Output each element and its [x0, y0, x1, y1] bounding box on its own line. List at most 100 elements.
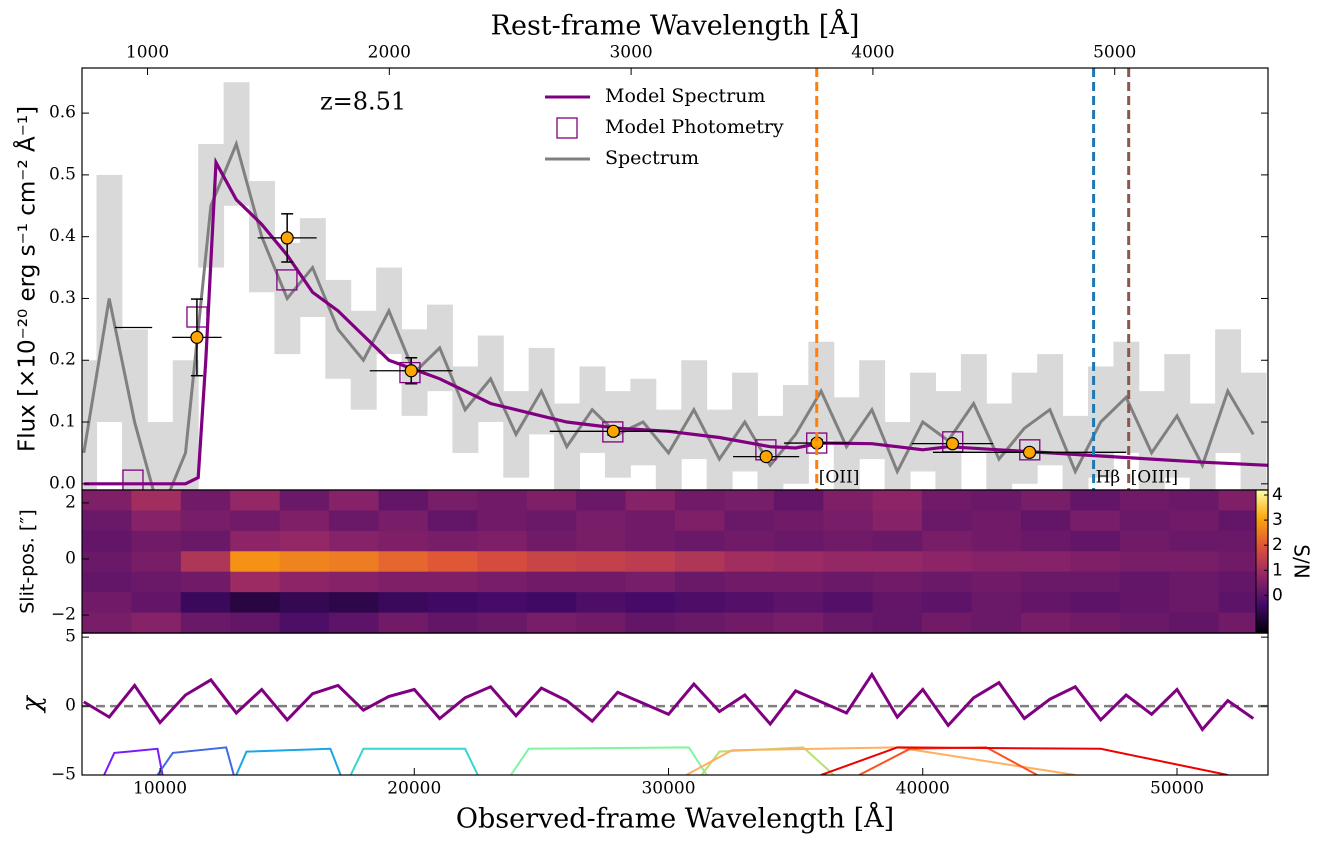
y-tick-label: 5: [65, 627, 76, 647]
heatmap-cell: [378, 592, 429, 614]
heatmap-cell: [773, 592, 824, 614]
heatmap-cell: [82, 571, 133, 593]
heatmap-cell: [279, 592, 330, 614]
heatmap-cell: [477, 551, 528, 573]
heatmap-cell: [1119, 571, 1170, 593]
heatmap-cell: [576, 592, 627, 614]
y-tick-label: 0.3: [49, 288, 76, 308]
photometry-point: [190, 330, 204, 344]
heatmap-cell: [625, 510, 676, 532]
heatmap-cell: [971, 490, 1022, 512]
heatmap-cell: [1070, 490, 1121, 512]
heatmap-cell: [526, 571, 577, 593]
heatmap-cell: [329, 490, 380, 512]
heatmap-cell: [724, 490, 775, 512]
heatmap-cell: [378, 612, 429, 634]
heatmap-cell: [922, 612, 973, 634]
emission-line-label: [OII]: [819, 468, 860, 488]
heatmap-cell: [329, 551, 380, 573]
heatmap-cell: [1119, 510, 1170, 532]
heatmap-cell: [329, 530, 380, 552]
heatmap-cell: [329, 612, 380, 634]
heatmap-cell: [1070, 510, 1121, 532]
heatmap-cell: [724, 530, 775, 552]
photometry-point: [404, 364, 418, 378]
heatmap-cell: [427, 490, 478, 512]
heatmap-cell: [1020, 551, 1071, 573]
photometry-point: [280, 231, 294, 245]
heatmap-cell: [131, 490, 182, 512]
legend-marker: [556, 117, 578, 139]
heatmap-cell: [625, 592, 676, 614]
heatmap-cell: [526, 530, 577, 552]
heatmap-cell: [427, 612, 478, 634]
heatmap-cell: [625, 612, 676, 634]
heatmap-cell: [378, 490, 429, 512]
heatmap-cell: [230, 510, 281, 532]
heatmap-cell: [82, 612, 133, 634]
heatmap-cell: [1020, 571, 1071, 593]
filter-curve: [685, 746, 1076, 775]
heatmap-cell: [823, 571, 874, 593]
heatmap-cell: [82, 490, 133, 512]
y-tick-label: 0.4: [49, 226, 76, 246]
heatmap-cell: [279, 551, 330, 573]
x-tick-label: 40000: [896, 779, 950, 799]
model-photometry-marker: [1019, 439, 1041, 461]
y-tick-label: 2: [65, 492, 76, 512]
heatmap-cell: [1119, 612, 1170, 634]
colorbar: [1255, 489, 1269, 634]
heatmap-cell: [1169, 510, 1220, 532]
colorbar-label: S/N: [1290, 544, 1314, 578]
heatmap-cell: [625, 490, 676, 512]
heatmap-cell: [576, 571, 627, 593]
x2-tick-label: 2000: [368, 43, 411, 63]
heatmap-cell: [279, 510, 330, 532]
heatmap-cell: [180, 510, 231, 532]
filter-curve: [156, 746, 235, 775]
legend-label: Model Spectrum: [605, 85, 765, 107]
heatmap-cell: [1070, 592, 1121, 614]
error-band: [172, 360, 199, 490]
heatmap-cell: [477, 510, 528, 532]
heatmap-cell: [427, 592, 478, 614]
filter-curve: [510, 746, 708, 775]
heatmap-cell: [1020, 612, 1071, 634]
heatmap-cell: [773, 612, 824, 634]
heatmap-cell: [971, 592, 1022, 614]
colorbar-tick-label: 0: [1272, 585, 1283, 605]
heatmap-cell: [823, 612, 874, 634]
heatmap-cell: [1119, 490, 1170, 512]
heatmap-cell: [230, 612, 281, 634]
heatmap-cell: [131, 510, 182, 532]
heatmap-cell: [773, 530, 824, 552]
heatmap-cell: [773, 490, 824, 512]
heatmap-cell: [724, 510, 775, 532]
heatmap-cell: [971, 612, 1022, 634]
heatmap-cell: [477, 612, 528, 634]
emission-line-label: [OIII]: [1131, 468, 1178, 488]
heatmap-cell: [180, 571, 231, 593]
colorbar-tick-label: 2: [1272, 535, 1283, 555]
heatmap-cell: [180, 530, 231, 552]
y-axis-title: Slit-pos. [″]: [17, 509, 39, 614]
heatmap-cell: [1020, 490, 1071, 512]
heatmap-cell: [131, 530, 182, 552]
heatmap-cell: [922, 510, 973, 532]
heatmap-cell: [477, 530, 528, 552]
heatmap-cell: [1020, 510, 1071, 532]
heatmap-cell: [872, 571, 923, 593]
heatmap-cell: [773, 510, 824, 532]
heatmap-cell: [279, 612, 330, 634]
heatmap-cell: [378, 571, 429, 593]
heatmap-cell: [1070, 612, 1121, 634]
error-band: [706, 409, 733, 490]
heatmap-cell: [823, 530, 874, 552]
colorbar-tick-label: 3: [1272, 510, 1283, 530]
colorbar-tick-label: 4: [1272, 485, 1283, 505]
heatmap-cell: [427, 530, 478, 552]
photometry-point: [606, 424, 620, 438]
axes-frame: [81, 632, 1269, 776]
heatmap-cell: [576, 530, 627, 552]
x-tick-label: 30000: [641, 779, 695, 799]
